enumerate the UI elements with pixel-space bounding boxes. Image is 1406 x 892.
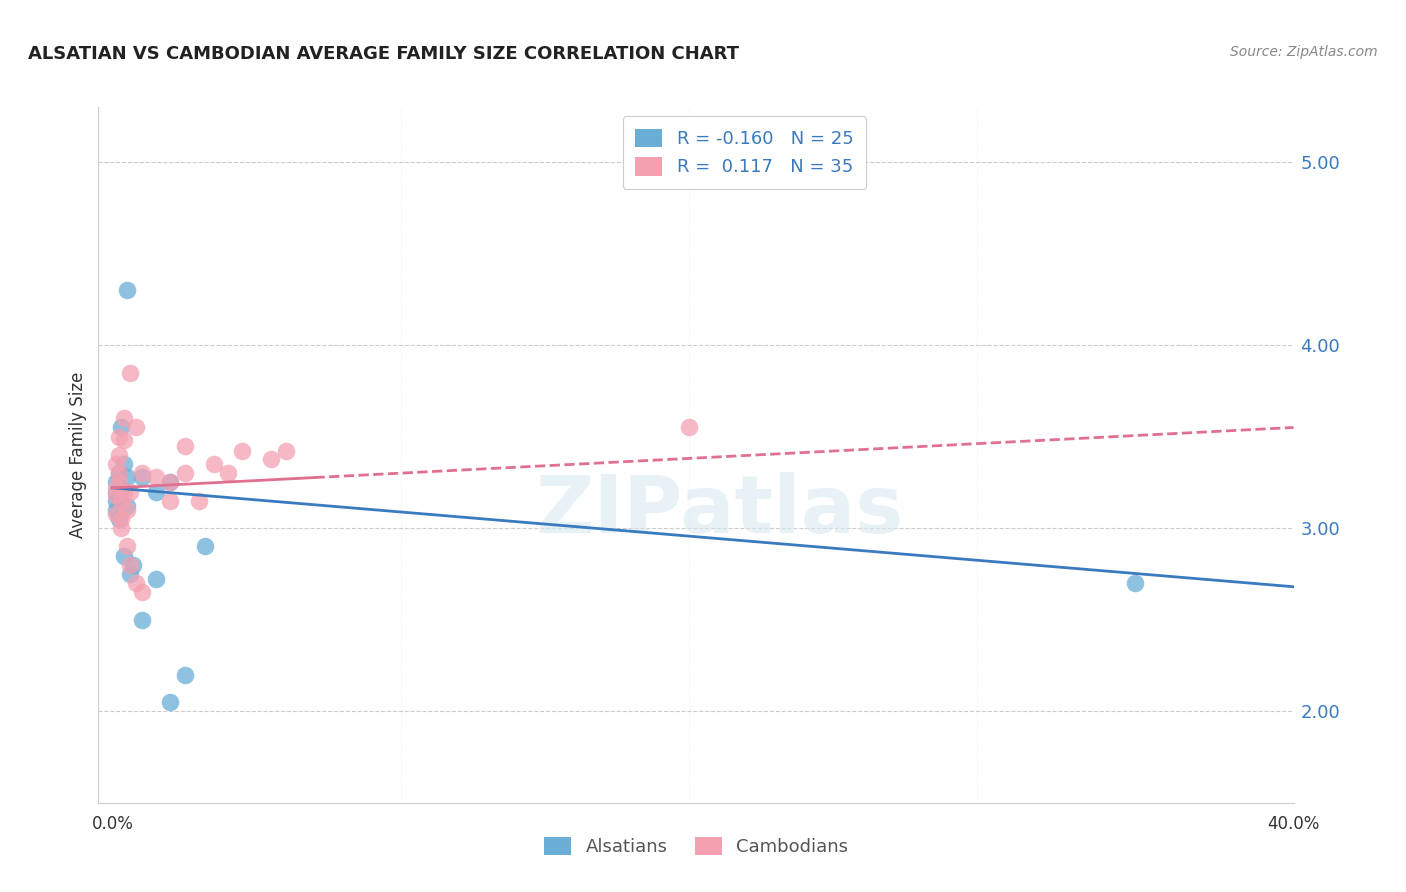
Point bbox=[110, 481, 132, 495]
Point bbox=[159, 475, 181, 490]
Point bbox=[188, 493, 211, 508]
Point bbox=[159, 695, 181, 709]
Point bbox=[120, 366, 142, 380]
Point bbox=[131, 470, 153, 484]
Point bbox=[194, 540, 217, 554]
Point bbox=[112, 484, 135, 499]
Point bbox=[115, 470, 138, 484]
Point bbox=[107, 512, 129, 526]
Point bbox=[104, 503, 127, 517]
Point bbox=[112, 457, 135, 471]
Point bbox=[107, 488, 129, 502]
Point bbox=[217, 467, 239, 481]
Point bbox=[107, 448, 129, 462]
Point bbox=[104, 457, 127, 471]
Point bbox=[110, 521, 132, 535]
Y-axis label: Average Family Size: Average Family Size bbox=[69, 372, 87, 538]
Point bbox=[173, 467, 195, 481]
Point bbox=[159, 475, 181, 490]
Point bbox=[104, 488, 127, 502]
Point bbox=[110, 493, 132, 508]
Point bbox=[120, 484, 142, 499]
Point bbox=[120, 558, 142, 572]
Point bbox=[274, 444, 297, 458]
Text: ZIPatlas: ZIPatlas bbox=[536, 472, 904, 549]
Point bbox=[112, 434, 135, 448]
Point bbox=[173, 439, 195, 453]
Point bbox=[115, 503, 138, 517]
Point bbox=[115, 499, 138, 513]
Point bbox=[202, 457, 225, 471]
Point bbox=[110, 420, 132, 434]
Point bbox=[678, 420, 700, 434]
Point bbox=[120, 566, 142, 581]
Point bbox=[231, 444, 253, 458]
Point bbox=[104, 481, 127, 495]
Point bbox=[107, 475, 129, 490]
Point bbox=[112, 411, 135, 425]
Text: ALSATIAN VS CAMBODIAN AVERAGE FAMILY SIZE CORRELATION CHART: ALSATIAN VS CAMBODIAN AVERAGE FAMILY SIZ… bbox=[28, 45, 740, 62]
Point bbox=[115, 540, 138, 554]
Point bbox=[107, 467, 129, 481]
Point bbox=[1123, 576, 1146, 591]
Point bbox=[131, 585, 153, 599]
Point bbox=[260, 451, 283, 466]
Point bbox=[122, 558, 145, 572]
Point bbox=[107, 467, 129, 481]
Point bbox=[145, 484, 167, 499]
Point bbox=[125, 576, 148, 591]
Point bbox=[104, 484, 127, 499]
Legend: Alsatians, Cambodians: Alsatians, Cambodians bbox=[537, 830, 855, 863]
Point bbox=[115, 283, 138, 297]
Point bbox=[110, 512, 132, 526]
Point bbox=[145, 470, 167, 484]
Point bbox=[104, 507, 127, 521]
Point bbox=[173, 667, 195, 681]
Point bbox=[107, 429, 129, 443]
Point bbox=[104, 493, 127, 508]
Point bbox=[131, 467, 153, 481]
Point bbox=[125, 420, 148, 434]
Point bbox=[131, 613, 153, 627]
Point bbox=[159, 493, 181, 508]
Text: Source: ZipAtlas.com: Source: ZipAtlas.com bbox=[1230, 45, 1378, 59]
Point bbox=[104, 475, 127, 490]
Point bbox=[145, 573, 167, 587]
Point bbox=[112, 549, 135, 563]
